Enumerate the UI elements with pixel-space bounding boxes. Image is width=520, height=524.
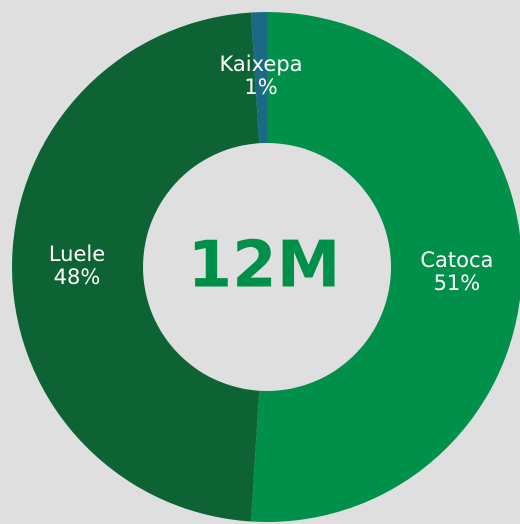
- slice: [11, 12, 267, 522]
- slice-label: Luele: [49, 242, 105, 266]
- slice-label: Catoca: [420, 248, 493, 272]
- slice-value-label: 1%: [244, 75, 277, 99]
- slice-value-label: 51%: [434, 271, 481, 295]
- center-label: 12M: [188, 229, 341, 303]
- donut-hole: [143, 143, 391, 391]
- slice-label: Kaixepa: [220, 52, 303, 76]
- slice-value-label: 48%: [54, 265, 101, 289]
